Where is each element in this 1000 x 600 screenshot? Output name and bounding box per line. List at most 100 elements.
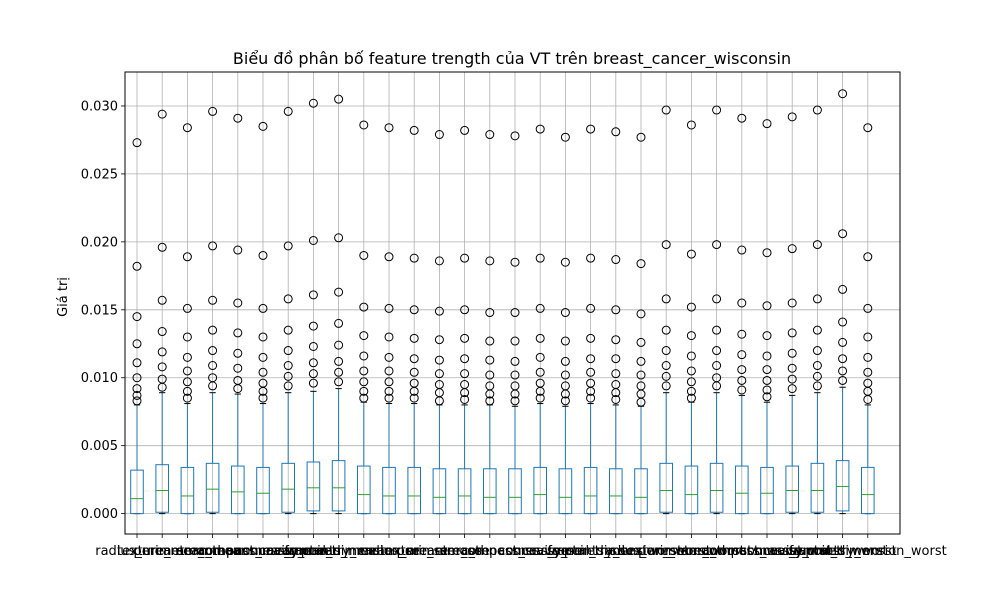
x-tick-label: compactness_mean (198, 544, 327, 559)
outlier-point (409, 354, 419, 364)
outlier-point (737, 350, 747, 360)
outlier-point (434, 130, 444, 140)
x-tick-label: symmetry_se (547, 544, 634, 559)
outlier-point (460, 253, 470, 263)
outlier-point (611, 255, 621, 265)
outlier-point (258, 332, 268, 342)
outlier-point (636, 259, 646, 269)
outlier-point (712, 105, 722, 115)
outlier-point (132, 339, 142, 349)
outlier-point (132, 373, 142, 383)
chart-title: Biểu đồ phân bố feature trength của VT t… (233, 49, 791, 69)
outlier-point (182, 123, 192, 133)
outlier-point (157, 242, 167, 252)
outlier-point (233, 328, 243, 338)
x-tick-label: texture_worst (622, 544, 711, 559)
outlier-point (359, 250, 369, 260)
y-axis: 0.000 0.005 0.010 0.015 0.020 0.025 0.030 (81, 99, 125, 522)
outlier-point (258, 386, 268, 396)
outlier-point (182, 352, 192, 362)
outlier-point (359, 377, 369, 387)
outlier-point (812, 294, 822, 304)
outlier-point (762, 301, 772, 311)
outlier-point (384, 303, 394, 313)
outlier-point (208, 295, 218, 305)
box-iqr (583, 466, 598, 515)
outlier-point (208, 241, 218, 251)
outlier-point (762, 375, 772, 385)
x-tick-label: fractal_dimension_worst (789, 544, 947, 559)
outlier-point (636, 337, 646, 347)
outlier-point (586, 303, 596, 313)
x-tick-label: area_worst (681, 544, 752, 559)
box-iqr (760, 466, 774, 515)
box-iqr (382, 466, 396, 515)
outlier-point (208, 361, 218, 371)
plot-area-frame (124, 71, 901, 535)
x-tick-label: area_mean (176, 544, 248, 559)
x-tick-label: concave points_mean (243, 544, 385, 559)
outlier-point (157, 347, 167, 357)
outlier-point (586, 367, 596, 377)
outlier-point (762, 365, 772, 375)
outlier-point (233, 298, 243, 308)
outlier-point (787, 298, 797, 308)
outlier-point (686, 366, 696, 376)
outlier-point (560, 389, 570, 399)
outlier-point (586, 386, 596, 396)
outlier-point (661, 371, 671, 381)
outlier-point (485, 370, 495, 380)
outlier-point (308, 341, 318, 351)
outlier-point (510, 370, 520, 380)
x-tick-label: concavity_worst (740, 544, 845, 559)
box-iqr (533, 466, 548, 515)
outlier-point (661, 325, 671, 335)
box-iqr (483, 468, 497, 515)
outlier-point (233, 245, 243, 255)
outlier-point (510, 356, 520, 366)
outlier-point (384, 393, 394, 403)
outlier-point (182, 303, 192, 313)
outlier-point (535, 333, 545, 343)
outlier-point (359, 393, 369, 403)
outlier-point (812, 371, 822, 381)
outlier-point (510, 396, 520, 406)
outlier-point (535, 386, 545, 396)
outlier-point (208, 325, 218, 335)
outlier-point (611, 369, 621, 379)
outlier-point (838, 366, 848, 376)
outlier-point (283, 325, 293, 335)
flier-layer (132, 89, 873, 407)
x-tick-label: perimeter_worst (638, 544, 745, 559)
box-layer (130, 386, 875, 515)
outlier-point (434, 369, 444, 379)
outlier-point (485, 256, 495, 266)
box-iqr (457, 468, 472, 515)
outlier-point (182, 377, 192, 387)
outlier-point (712, 346, 722, 356)
outlier-point (409, 393, 419, 403)
box-iqr (835, 460, 850, 512)
outlier-point (132, 138, 142, 148)
outlier-point (182, 386, 192, 396)
y-tick-label: 0.015 (81, 303, 118, 318)
outlier-point (686, 331, 696, 341)
box-iqr (180, 466, 195, 515)
outlier-point (686, 393, 696, 403)
outlier-point (510, 336, 520, 346)
outlier-point (409, 305, 419, 315)
outlier-point (838, 354, 848, 364)
outlier-point (510, 131, 520, 141)
outlier-point (510, 257, 520, 267)
outlier-point (334, 340, 344, 350)
outlier-point (308, 378, 318, 388)
outlier-point (737, 385, 747, 395)
outlier-point (132, 312, 142, 322)
outlier-point (434, 396, 444, 406)
outlier-point (535, 253, 545, 263)
outlier-point (258, 303, 268, 313)
outlier-point (712, 294, 722, 304)
outlier-point (233, 348, 243, 358)
y-tick-label: 0.010 (81, 371, 118, 386)
